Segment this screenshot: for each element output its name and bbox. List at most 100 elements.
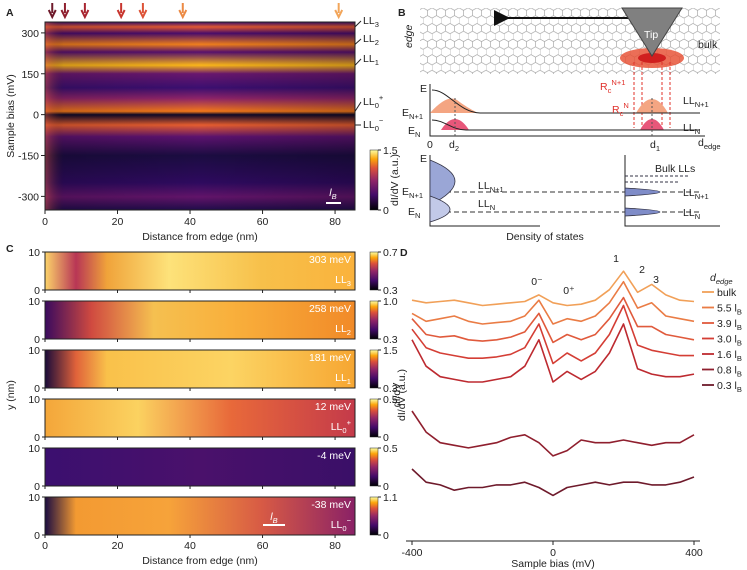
- y-tick-label: -150: [18, 151, 39, 163]
- colorbar-label: dI/dV (a.u.): [389, 154, 401, 206]
- legend-label: 0.8 lB: [717, 365, 742, 379]
- x-tick-label: -400: [401, 547, 422, 559]
- level-label-part: LL: [363, 15, 375, 27]
- guide: [454, 98, 653, 138]
- diagram-label: Density of states: [506, 231, 584, 243]
- legend-label-part: B: [737, 339, 742, 348]
- x-tick-label: 60: [257, 216, 269, 228]
- level-label-part: LL: [363, 53, 375, 65]
- colorbar: [369, 251, 379, 291]
- diagram-label: RcN: [612, 101, 629, 118]
- diagram-label-part: N: [415, 130, 420, 139]
- level-label: LL1: [363, 53, 379, 67]
- diagram-label-part: R: [612, 104, 620, 116]
- diagram-label-part: N: [490, 203, 495, 212]
- y-tick-label: 150: [21, 69, 39, 81]
- peak-label: 0⁻: [531, 276, 542, 288]
- level-label-part: LL: [335, 323, 347, 335]
- peak-label: 2: [639, 264, 645, 276]
- panel-label: A: [6, 7, 14, 19]
- level-label-part: LL: [331, 519, 343, 531]
- colorbar-tick-label: 1.0: [383, 296, 398, 308]
- level-pointer: [354, 38, 362, 45]
- scale-bar-label-part: B: [332, 192, 337, 201]
- diagram-label: dedge: [698, 137, 721, 151]
- diagram-label: 0: [427, 139, 433, 151]
- energy-label: 12 meV: [315, 401, 351, 413]
- peak-label: 1: [613, 253, 619, 265]
- level-label-part: 2: [375, 38, 379, 47]
- energy-label: 303 meV: [309, 254, 351, 266]
- diagram-label-part: LL: [683, 95, 695, 107]
- colorbar-tick-label: 0: [383, 205, 389, 217]
- energy-label: 181 meV: [309, 352, 351, 364]
- peak-label: 0⁺: [563, 285, 574, 297]
- heatmap-shade: [45, 22, 355, 210]
- energy-label: -4 meV: [317, 450, 351, 462]
- diagram-label-part: LL: [683, 122, 695, 134]
- orbit-lines: [633, 62, 671, 128]
- y-axis-label: Sample bias (mV): [5, 74, 17, 157]
- diagram-label-part: N: [623, 101, 628, 110]
- scale-bar-label-part: l: [329, 187, 332, 199]
- y-tick-label: 10: [28, 345, 40, 357]
- scale-bar-label: lB: [329, 187, 336, 201]
- diagram-label: RcN+1: [600, 78, 625, 95]
- y-axis-label: y (nm): [5, 380, 17, 410]
- y-tick-label: 0: [34, 481, 40, 493]
- diagram-label: EN: [408, 206, 420, 220]
- diagram-label-part: LL: [683, 207, 695, 219]
- diagram-label-part: 1: [656, 144, 660, 153]
- position-marker: [178, 3, 188, 20]
- diagram-label: EN: [408, 125, 420, 139]
- heatmap: [45, 448, 355, 486]
- diagram-label: LLN: [683, 122, 700, 136]
- x-tick-label: 20: [112, 540, 124, 552]
- legend-label-part: 3.9 l: [717, 318, 737, 330]
- y-tick-label: 300: [21, 28, 39, 40]
- heatmap: [45, 350, 355, 388]
- diagram-label-part: LL: [683, 187, 695, 199]
- y-tick-label: 0: [34, 432, 40, 444]
- colorbar-tick-label: 0.5: [383, 443, 398, 455]
- level-label-part: 0: [375, 101, 379, 110]
- legend-label-part: bulk: [717, 287, 737, 299]
- level-label-part: 0: [342, 524, 346, 533]
- legend-label: 3.0 lB: [717, 334, 742, 348]
- level-label-part: 1: [347, 377, 351, 386]
- level-pointer: [354, 20, 362, 28]
- diagram-label-part: d: [698, 137, 704, 149]
- diagram-label-part: N: [695, 127, 700, 136]
- diagram-label-part: N: [415, 211, 420, 220]
- plot-frame: [44, 398, 356, 438]
- diagram-label-part: c: [608, 86, 612, 95]
- colorbar-tick-label: 1.5: [383, 145, 398, 157]
- legend-label-part: 0.8 l: [717, 365, 737, 377]
- colorbar-tick-label: 0.3: [383, 334, 398, 346]
- diagram-label: d1: [650, 139, 660, 153]
- diagram-label-part: N+1: [409, 191, 423, 200]
- level-label-part: 2: [347, 328, 351, 337]
- level-label: LL1: [335, 372, 351, 386]
- x-axis-label: Sample bias (mV): [511, 558, 594, 570]
- diagram-label-part: E: [408, 125, 415, 137]
- diagram-label: E: [420, 153, 427, 165]
- energy-label: 258 meV: [309, 303, 351, 315]
- y-tick-label: 10: [28, 296, 40, 308]
- tip-field-core: [638, 53, 666, 63]
- diagram-label: bulk: [698, 39, 718, 51]
- colorbar-tick-label: 1.5: [383, 345, 398, 357]
- x-axis-label: Distance from edge (nm): [142, 555, 258, 567]
- colorbar-tick-label: 0: [383, 481, 389, 493]
- legend-title: dedge: [710, 272, 733, 286]
- legend-label: 3.9 lB: [717, 318, 742, 332]
- trace: [411, 410, 695, 457]
- legend-label-part: B: [737, 370, 742, 379]
- energy-label: -38 meV: [311, 499, 351, 511]
- x-axis-label: Distance from edge (nm): [142, 231, 258, 243]
- diagram-label: EN+1: [402, 186, 423, 200]
- colorbar-tick-label: 0.7: [383, 247, 398, 259]
- level-label: LL2: [335, 323, 351, 337]
- peak: [640, 119, 664, 130]
